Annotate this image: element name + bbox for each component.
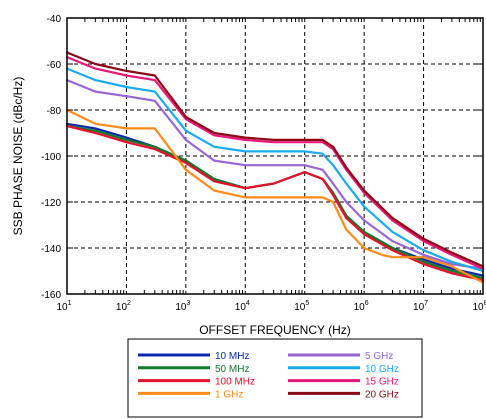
y-tick-label: -120 <box>41 198 61 209</box>
x-tick-label: 102 <box>116 300 131 313</box>
x-tick-exponent: 7 <box>424 300 428 307</box>
x-tick-label: 105 <box>294 300 309 313</box>
x-tick-label: 103 <box>175 300 190 313</box>
x-axis-title: OFFSET FREQUENCY (Hz) <box>199 323 351 337</box>
y-tick-labels: -160 -140 -120 -100 -80 -60 -40 <box>41 14 61 301</box>
x-tick-exponent: 5 <box>305 300 309 307</box>
series-line <box>65 124 485 282</box>
x-tick-label: 108 <box>472 300 486 313</box>
x-tick-label: 101 <box>56 300 71 313</box>
x-tick-base: 10 <box>472 302 484 313</box>
series-line <box>65 51 485 268</box>
y-axis-title: SSB PHASE NOISE (dBc/Hz) <box>11 77 25 236</box>
x-tick-base: 10 <box>294 302 306 313</box>
x-tick-label: 104 <box>235 300 250 313</box>
legend-label: 15 GHz <box>365 377 399 388</box>
x-tick-exponent: 3 <box>186 300 190 307</box>
legend-label: 20 GHz <box>365 389 399 400</box>
legend-label: 50 MHz <box>215 364 249 375</box>
series-line <box>65 55 485 270</box>
x-tick-base: 10 <box>175 302 187 313</box>
x-tick-labels: 101 102 103 104 105 106 107 108 <box>56 300 486 313</box>
legend-label: 5 GHz <box>365 351 393 362</box>
x-tick-exponent: 2 <box>127 300 131 307</box>
series-line <box>65 108 485 284</box>
x-tick-exponent: 6 <box>365 300 369 307</box>
y-tick-label: -60 <box>47 60 62 71</box>
y-tick-label: -80 <box>47 106 62 117</box>
y-tick-label: -40 <box>47 14 62 25</box>
y-tick-label: -100 <box>41 152 61 163</box>
x-tick-label: 106 <box>354 300 369 313</box>
legend-box <box>127 338 423 418</box>
legend-label: 100 MHz <box>215 377 255 388</box>
series-line <box>65 78 485 270</box>
axis-ticks <box>67 17 483 295</box>
x-tick-base: 10 <box>116 302 128 313</box>
x-tick-base: 10 <box>56 302 68 313</box>
y-tick-label: -140 <box>41 244 61 255</box>
x-tick-exponent: 8 <box>484 300 486 307</box>
x-tick-exponent: 1 <box>68 300 72 307</box>
x-tick-base: 10 <box>235 302 247 313</box>
series-layer <box>65 51 485 284</box>
y-tick-label: -160 <box>41 290 61 301</box>
grid-lines <box>67 18 483 294</box>
x-tick-exponent: 4 <box>246 300 250 307</box>
series-line <box>65 67 485 273</box>
legend-label: 1 GHz <box>215 389 243 400</box>
x-tick-label: 107 <box>413 300 428 313</box>
x-tick-base: 10 <box>354 302 366 313</box>
legend-label: 10 GHz <box>365 364 399 375</box>
legend-label: 10 MHz <box>215 351 249 362</box>
x-tick-base: 10 <box>413 302 425 313</box>
